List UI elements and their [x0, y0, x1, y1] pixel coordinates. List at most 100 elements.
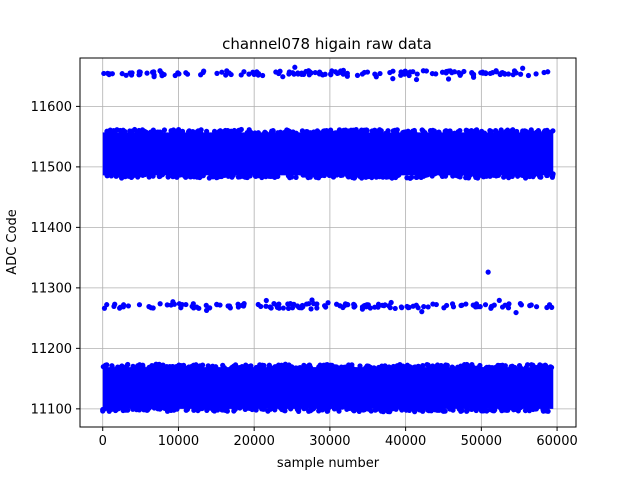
data-point — [393, 172, 400, 178]
data-point — [536, 129, 542, 135]
data-point — [266, 173, 272, 179]
data-point — [122, 128, 128, 135]
data-point — [503, 407, 509, 413]
data-point — [418, 407, 424, 413]
data-point — [159, 73, 165, 79]
data-point — [470, 74, 477, 80]
data-point — [228, 365, 235, 371]
y-tick-label: 11200 — [31, 342, 72, 357]
data-point — [440, 408, 446, 414]
data-point — [231, 130, 237, 136]
data-point — [498, 127, 504, 133]
data-point — [238, 72, 244, 78]
data-point — [129, 173, 135, 179]
data-point — [197, 129, 204, 136]
data-point — [109, 406, 115, 412]
data-point — [533, 304, 540, 310]
data-point — [244, 129, 250, 136]
data-point — [146, 172, 152, 178]
data-point — [461, 68, 467, 75]
data-point — [353, 172, 359, 178]
data-point — [334, 364, 340, 370]
data-point — [321, 128, 328, 134]
data-point — [119, 71, 125, 77]
x-tick-label: 40000 — [385, 434, 426, 449]
data-points — [100, 64, 556, 415]
data-point — [449, 364, 455, 370]
data-point — [356, 408, 362, 415]
data-point — [108, 172, 114, 179]
data-point — [198, 72, 204, 78]
data-point — [414, 71, 420, 77]
data-point — [214, 70, 220, 76]
data-point — [179, 128, 186, 134]
data-point — [350, 407, 356, 413]
data-point — [178, 305, 184, 311]
data-point — [411, 365, 418, 371]
data-point — [405, 364, 411, 370]
data-point — [338, 68, 344, 74]
data-point — [469, 361, 475, 368]
data-point — [517, 404, 524, 411]
data-point — [214, 302, 220, 308]
data-point — [217, 173, 223, 180]
data-point — [296, 408, 302, 414]
data-point — [431, 130, 437, 136]
data-point — [544, 406, 550, 412]
data-point — [338, 364, 344, 370]
data-point — [483, 173, 489, 179]
data-point — [346, 362, 352, 368]
data-point — [285, 173, 292, 179]
data-point — [203, 307, 210, 313]
data-point — [253, 407, 259, 413]
data-point — [505, 305, 512, 311]
y-tick-label: 11100 — [31, 402, 72, 417]
data-point — [221, 365, 228, 371]
data-point — [311, 172, 318, 178]
data-point — [351, 301, 357, 307]
data-point — [318, 172, 324, 179]
data-point — [495, 363, 502, 369]
data-point — [394, 363, 400, 369]
data-point — [488, 304, 494, 310]
data-point — [399, 407, 405, 413]
data-point — [143, 406, 149, 412]
data-point — [330, 174, 337, 180]
data-point — [525, 72, 532, 79]
data-point — [439, 173, 446, 180]
data-point — [312, 69, 318, 76]
data-point — [469, 70, 475, 76]
x-axis-label: sample number — [277, 456, 380, 471]
data-point — [504, 173, 510, 179]
data-point — [155, 406, 161, 412]
data-point — [266, 362, 272, 368]
data-point — [392, 305, 398, 312]
data-point — [140, 364, 146, 370]
data-point — [101, 305, 108, 311]
data-point — [354, 72, 361, 78]
data-point — [273, 69, 279, 75]
band-high-core — [102, 132, 554, 176]
data-point — [363, 127, 370, 133]
data-point — [413, 76, 420, 83]
data-point — [316, 405, 323, 412]
data-point — [410, 69, 416, 75]
data-point — [465, 129, 471, 135]
data-point — [528, 362, 535, 368]
data-point — [137, 71, 143, 78]
data-point — [237, 174, 243, 180]
data-point — [537, 174, 543, 180]
data-point — [527, 129, 533, 135]
data-point — [363, 365, 369, 371]
data-point — [420, 68, 426, 74]
x-tick-label: 60000 — [536, 434, 577, 449]
data-point — [280, 305, 286, 311]
data-point — [104, 129, 110, 135]
data-point — [369, 174, 375, 181]
data-point — [306, 72, 312, 78]
data-point — [306, 172, 313, 178]
data-point — [108, 131, 114, 137]
data-point — [178, 362, 184, 369]
data-point — [477, 304, 483, 310]
